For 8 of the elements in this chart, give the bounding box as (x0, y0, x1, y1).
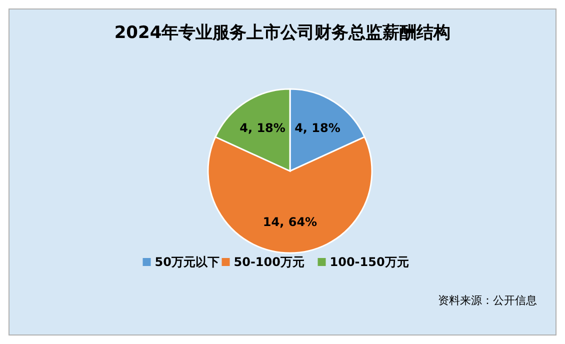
data-label: 14, 64% (262, 214, 318, 229)
legend-label: 50万元以下 (154, 255, 220, 269)
data-label: 4, 18% (240, 121, 286, 136)
legend-label: 50-100万元 (234, 255, 304, 269)
text: 资料来源：公开信息 (438, 294, 537, 307)
data-label: 4, 18% (294, 121, 340, 136)
chart-title: 2024年专业服务上市公司财务总监薪酬结构 (114, 23, 451, 43)
legend-label: 100-150万元 (330, 255, 409, 269)
